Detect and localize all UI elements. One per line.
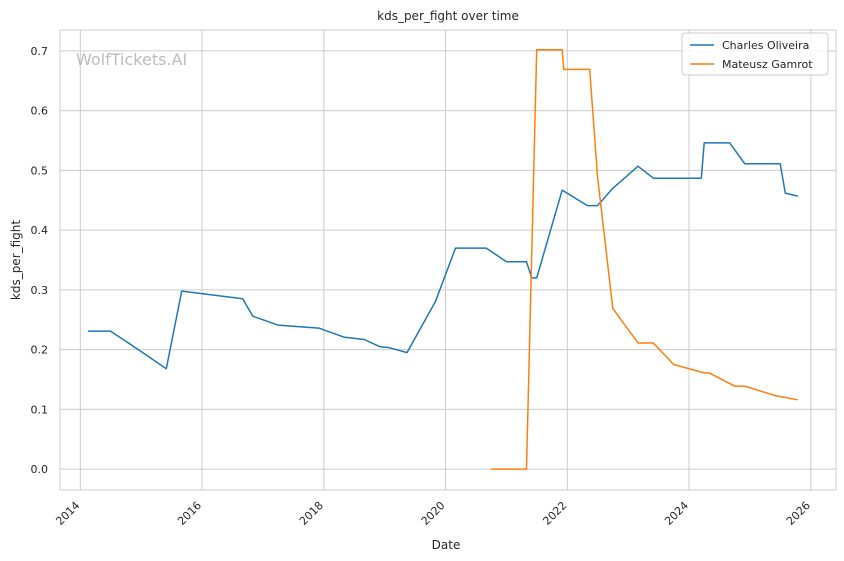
x-tick-label: 2016	[175, 499, 204, 528]
legend-box	[681, 32, 829, 76]
plot-frame	[59, 29, 837, 491]
x-tick-label: 2018	[297, 499, 326, 528]
y-axis-ticks: 0.0 0.1 0.2 0.3 0.4 0.5 0.6 0.7	[31, 45, 49, 476]
y-tick-label: 0.3	[31, 284, 49, 297]
chart-title: kds_per_fight over time	[377, 9, 519, 23]
x-tick-label: 2026	[784, 499, 813, 528]
y-tick-label: 0.4	[31, 224, 49, 237]
x-axis-label: Date	[432, 538, 461, 552]
y-tick-label: 0.0	[31, 463, 49, 476]
x-tick-label: 2020	[419, 499, 448, 528]
series-line-mateusz-gamrot	[491, 48, 798, 470]
gridlines	[60, 30, 836, 490]
x-tick-label: 2024	[662, 499, 691, 528]
x-tick-label: 2014	[53, 499, 82, 528]
y-tick-label: 0.6	[31, 105, 49, 118]
watermark: WolfTickets.AI	[76, 50, 187, 69]
series-layer	[87, 48, 798, 470]
y-tick-label: 0.7	[31, 45, 49, 58]
y-tick-label: 0.5	[31, 164, 49, 177]
y-tick-label: 0.1	[31, 403, 49, 416]
legend: Charles Oliveira Mateusz Gamrot	[681, 32, 829, 76]
series-line-charles-oliveira	[87, 142, 798, 370]
y-tick-label: 0.2	[31, 344, 49, 357]
x-tick-label: 2022	[540, 499, 569, 528]
y-axis-label: kds_per_fight	[9, 220, 23, 301]
legend-label-charles-oliveira: Charles Oliveira	[722, 39, 809, 52]
x-axis-ticks: 2014 2016 2018 2020 2022 2024 2026	[53, 499, 812, 528]
legend-label-mateusz-gamrot: Mateusz Gamrot	[722, 58, 813, 71]
